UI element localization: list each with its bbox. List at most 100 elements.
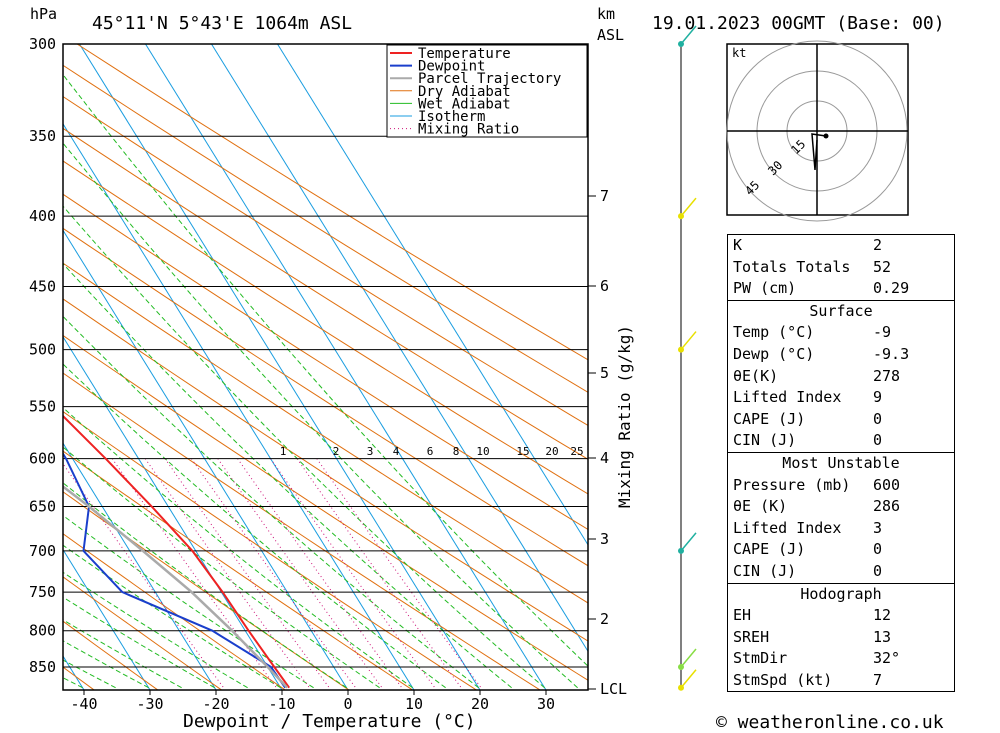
stat-value: 7 (873, 670, 883, 689)
x-tick-label: -20 (202, 695, 229, 713)
stat-row: θE (K) 286 (728, 496, 954, 518)
height-tick-label: 2 (600, 610, 609, 628)
stat-value: -9.3 (873, 344, 910, 363)
legend-label: Dewpoint (418, 59, 485, 75)
series-dewpoint (63, 451, 287, 689)
height-tick-label: 7 (600, 187, 609, 205)
dry-adiabat-line (63, 298, 588, 642)
stat-key: CIN (J) (733, 561, 797, 580)
stat-key: CIN (J) (733, 431, 797, 450)
pressure-tick-label: 650 (29, 498, 56, 516)
dry-adiabat-line (63, 372, 541, 690)
legend-label: Temperature (418, 46, 511, 62)
stat-row: Pressure (mb) 600 (728, 475, 954, 497)
legend-label: Parcel Trajectory (418, 71, 561, 87)
storm-motion-dot (823, 133, 829, 139)
mixing-ratio-label: 8 (453, 445, 460, 458)
stat-row: CIN (J) 0 (728, 561, 954, 583)
stat-row: CAPE (J) 0 (728, 539, 954, 561)
x-tick-label: 0 (343, 695, 352, 713)
indices-panel: K 2 Totals Totals 52 PW (cm) 0.29 Surface Tem… (727, 234, 955, 693)
x-axis-title: Dewpoint / Temperature (°C) (183, 711, 476, 732)
most-unstable-title: Most Unstable (782, 453, 900, 472)
stat-key: K (733, 236, 743, 254)
isotherm-line (0, 39, 18, 690)
dry-adiabat-line (63, 576, 223, 690)
mixing-ratio-line (296, 458, 462, 688)
legend-label: Dry Adiabat (418, 84, 511, 100)
mixing-ratio-label: 10 (476, 445, 489, 458)
wind-barb (680, 25, 697, 45)
x-tick-label: 10 (405, 695, 423, 713)
height-tick-label: 6 (600, 277, 609, 295)
pressure-tick-label: 800 (29, 622, 56, 640)
wet-adiabat-line (63, 446, 380, 689)
stat-row: θE(K) 278 (728, 366, 954, 388)
legend-label: Mixing Ratio (418, 122, 519, 138)
stat-key: Totals Totals (733, 257, 851, 276)
isotherm-line (210, 44, 588, 653)
dry-adiabat-line (63, 227, 588, 567)
wind-barb (680, 331, 697, 351)
height-unit-km: km (597, 5, 615, 23)
pressure-tick-label: 850 (29, 658, 56, 676)
isotherm-line (63, 548, 151, 690)
dry-adiabat-line (76, 44, 588, 361)
stat-row: EH 12 (728, 605, 954, 627)
stat-value: 278 (873, 366, 901, 385)
stat-row: Lifted Index 3 (728, 518, 954, 540)
x-tick-label: -30 (136, 695, 163, 713)
location-title: 45°11'N 5°43'E 1064m ASL (92, 13, 352, 34)
series-parcel-trajectory (63, 485, 289, 689)
dry-adiabat-line (63, 262, 588, 604)
stat-value: 286 (873, 497, 901, 516)
isotherm-line (63, 122, 415, 690)
stat-value: 12 (873, 606, 892, 625)
wet-adiabat-line (63, 263, 512, 689)
wet-adiabat-line (63, 73, 588, 667)
wind-profile (678, 25, 697, 691)
dry-adiabat-line (63, 160, 588, 495)
isotherm-line (276, 44, 588, 546)
mixing-ratio-label: 3 (367, 445, 374, 458)
isotherm-line (63, 229, 349, 690)
pressure-unit: hPa (30, 5, 57, 23)
pressure-tick-label: 300 (29, 35, 56, 53)
height-unit-asl: ASL (597, 26, 624, 44)
mixing-ratio-label: 15 (516, 445, 529, 458)
wet-adiabat-line (63, 482, 347, 689)
hodograph-trace (811, 133, 827, 171)
stat-value: 2 (873, 236, 883, 254)
stat-value: 0 (873, 431, 883, 450)
wet-adiabat-line (63, 142, 578, 689)
stat-value: 0 (873, 409, 883, 428)
wet-adiabat-line (63, 363, 446, 689)
dry-adiabat-line (63, 533, 287, 690)
stat-value: 600 (873, 475, 901, 494)
stat-key: θE(K) (733, 366, 779, 385)
stat-row: CAPE (J) 0 (728, 409, 954, 431)
pressure-tick-label: 750 (29, 583, 56, 601)
stat-key: StmDir (733, 649, 788, 668)
pressure-tick-label: 450 (29, 278, 56, 296)
height-tick-label: 3 (600, 530, 609, 548)
stat-row: Lifted Index 9 (728, 387, 954, 409)
stat-row: StmSpd (kt) 7 (728, 670, 954, 692)
stat-row: Temp (°C) -9 (728, 322, 954, 344)
copyright: © weatheronline.co.uk (716, 712, 944, 733)
wet-adiabat-line (63, 619, 182, 689)
pressure-tick-label: 700 (29, 542, 56, 560)
stat-row: StmDir 32° (728, 648, 954, 670)
wet-adiabat-line (63, 315, 479, 689)
pressure-tick-label: 500 (29, 341, 56, 359)
wet-adiabat-line (63, 514, 314, 689)
mixing-ratio-line (190, 458, 357, 688)
mixing-ratio-label: 25 (570, 445, 583, 458)
surface-section: Surface Temp (°C) -9 Dewp (°C) -9.3 θE(K) 278… (728, 299, 954, 452)
wind-barb (680, 669, 697, 689)
dry-adiabat-line (63, 620, 159, 690)
stat-key: Temp (°C) (733, 323, 815, 342)
